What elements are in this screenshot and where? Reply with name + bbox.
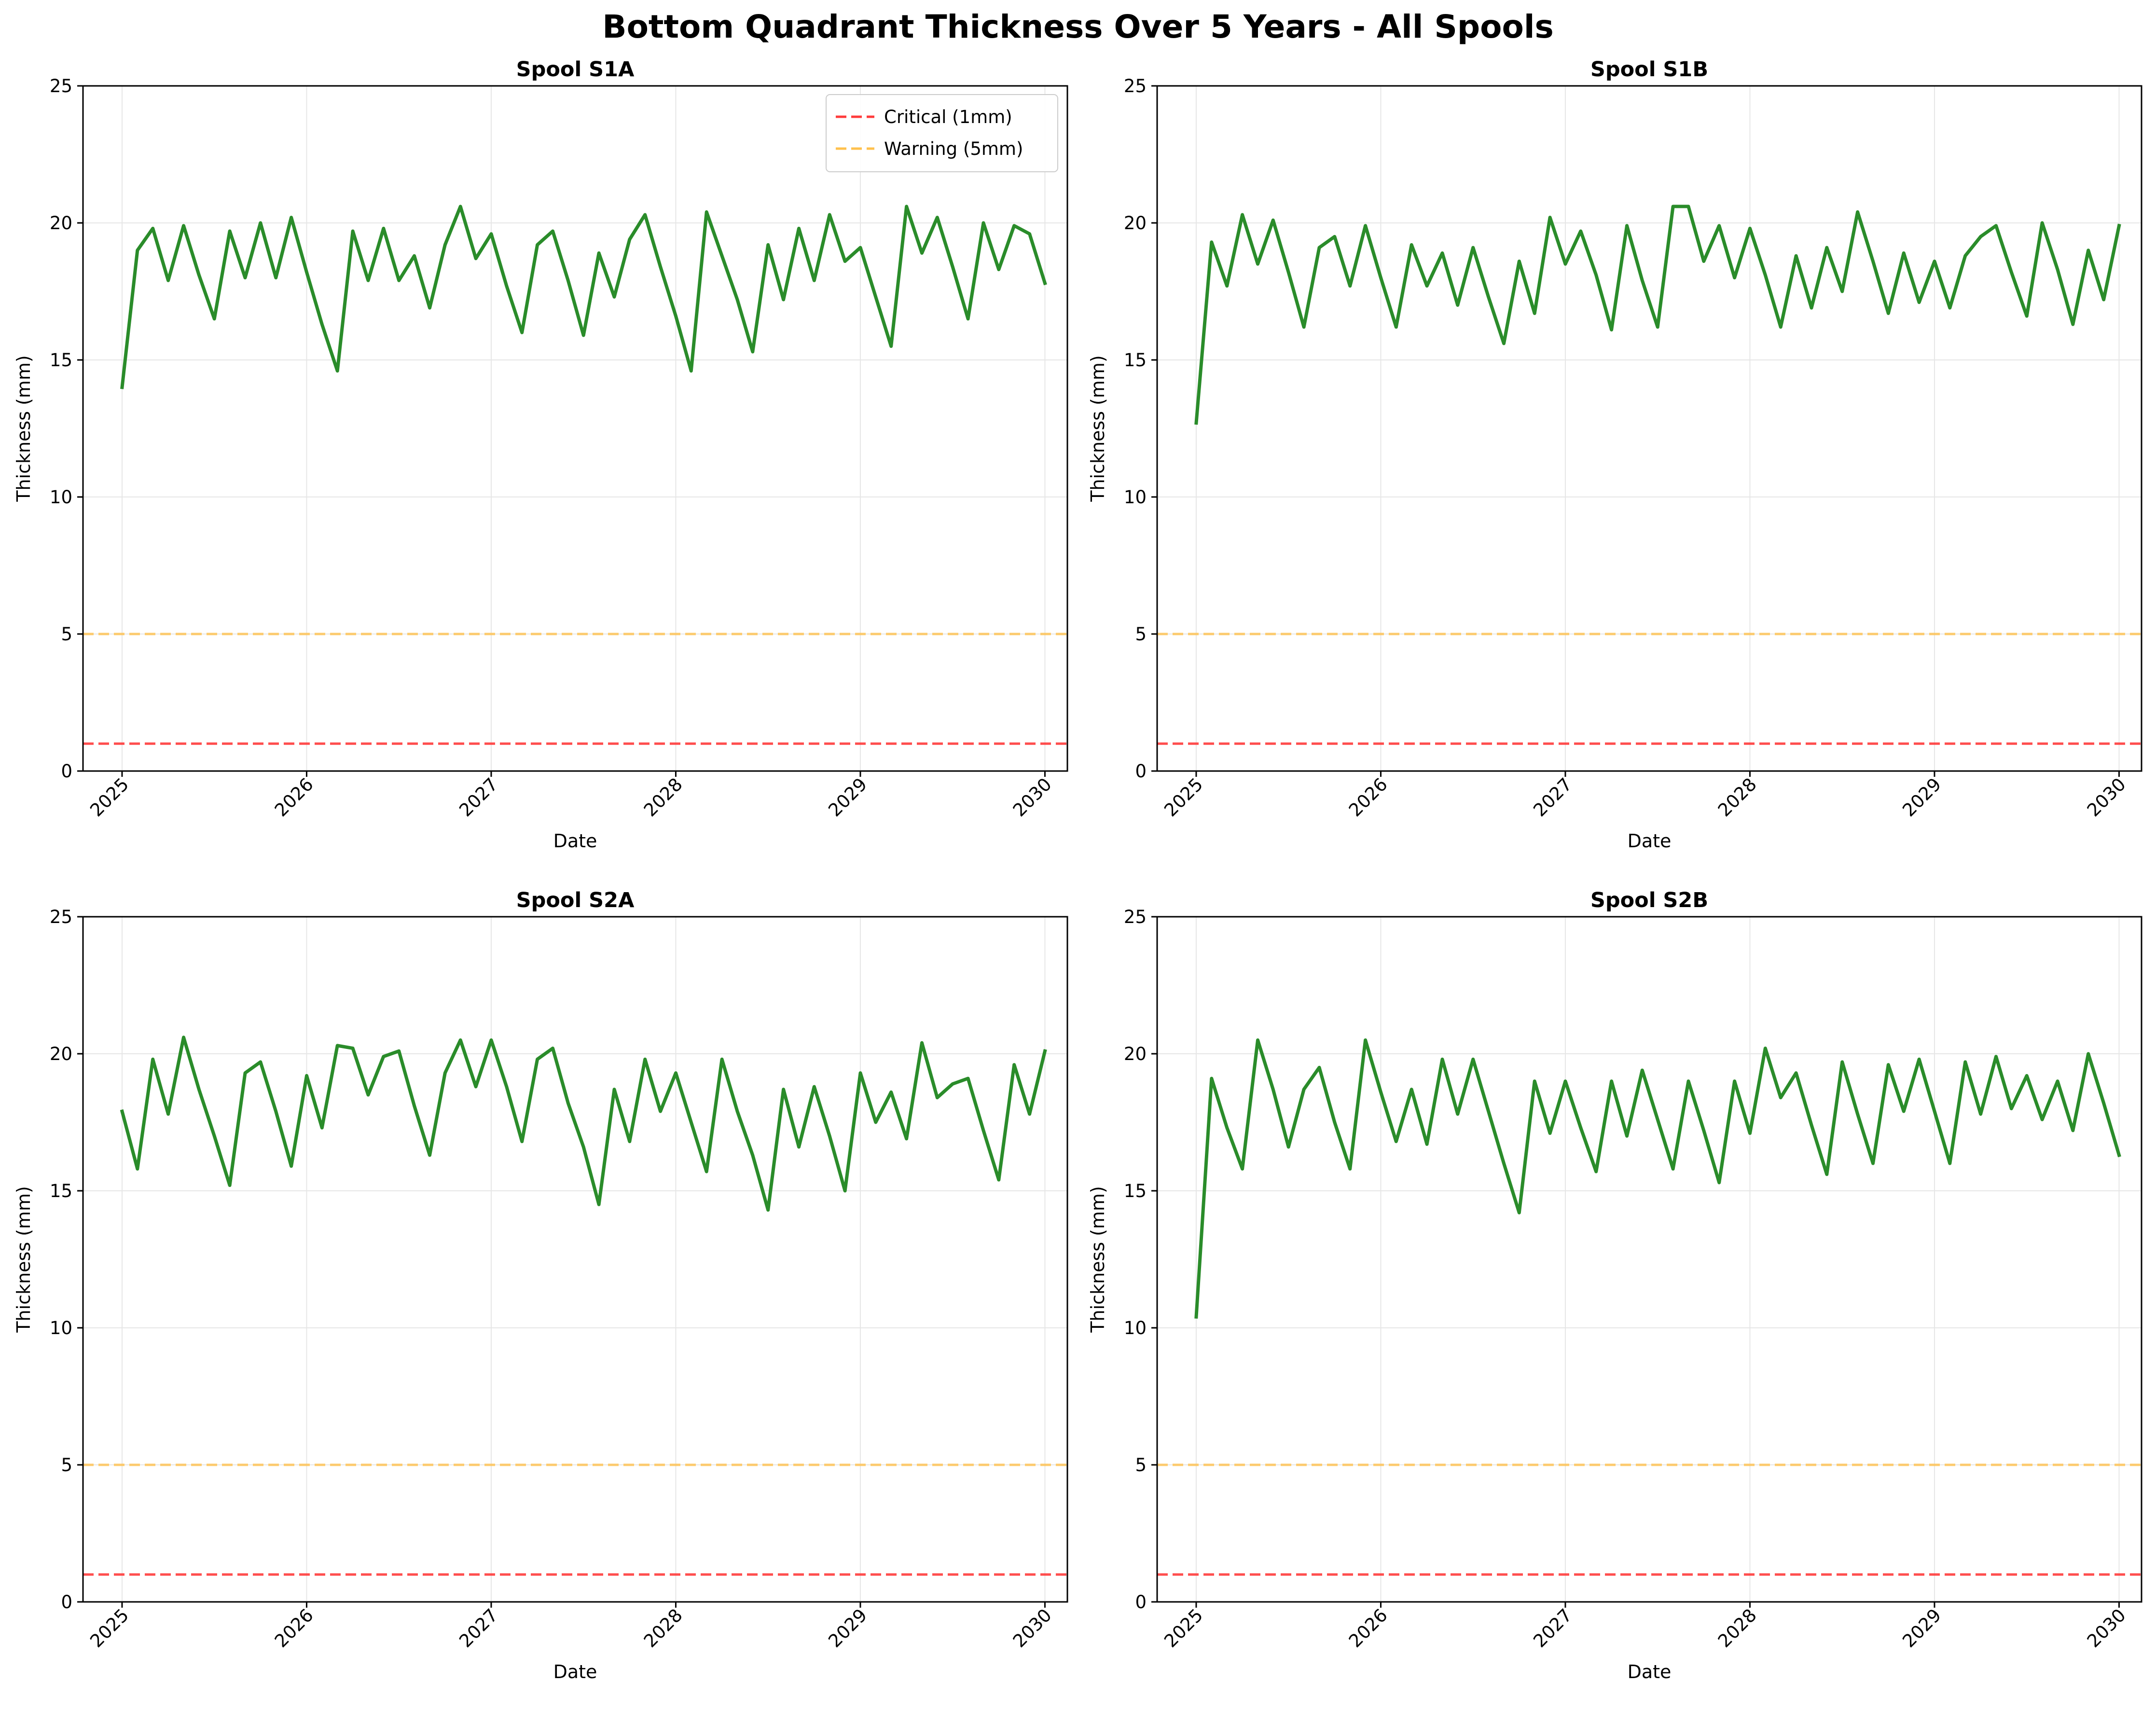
y-tick-label: 5 <box>1135 624 1147 645</box>
y-tick-label: 10 <box>1124 1318 1147 1338</box>
series-line-thickness <box>120 1035 1047 1212</box>
axes-frame <box>1156 916 2142 1603</box>
series-line-thickness <box>120 205 1047 389</box>
y-tick-label: 5 <box>61 624 72 645</box>
series-line-thickness <box>1194 1038 2121 1319</box>
y-tick-label: 15 <box>1124 350 1147 371</box>
y-tick-label: 15 <box>1124 1181 1147 1201</box>
figure-title: Bottom Quadrant Thickness Over 5 Years -… <box>602 8 1553 45</box>
y-tick-label: 0 <box>1135 1592 1147 1613</box>
y-tick-label: 25 <box>1124 907 1147 927</box>
panel-title: Spool S1B <box>1590 57 1708 82</box>
x-axis-label: Date <box>553 1661 597 1682</box>
x-axis-label: Date <box>1628 1661 1672 1682</box>
legend-box <box>826 94 1058 172</box>
y-tick-label: 20 <box>1124 213 1147 234</box>
y-tick-label: 5 <box>61 1455 72 1475</box>
y-tick-label: 15 <box>50 350 72 371</box>
panel-title: Spool S2B <box>1590 888 1708 912</box>
y-axis-label: Thickness (mm) <box>13 355 34 502</box>
panel-title: Spool S2A <box>516 888 635 912</box>
y-tick-label: 0 <box>61 761 72 782</box>
legend-entry-label: Warning (5mm) <box>884 138 1023 159</box>
x-axis-label: Date <box>1628 830 1672 852</box>
y-tick-label: 20 <box>50 213 72 234</box>
legend: Critical (1mm) Warning (5mm) <box>826 94 1058 172</box>
y-tick-label: 25 <box>50 76 72 96</box>
y-tick-label: 10 <box>50 487 72 508</box>
y-tick-label: 0 <box>1135 761 1147 782</box>
y-tick-label: 25 <box>1124 76 1147 96</box>
y-tick-label: 10 <box>1124 487 1147 508</box>
y-axis-label: Thickness (mm) <box>13 1186 34 1333</box>
series-line-thickness <box>1194 205 2121 425</box>
y-tick-label: 5 <box>1135 1455 1147 1475</box>
legend-entry-label: Critical (1mm) <box>884 107 1012 127</box>
y-tick-label: 10 <box>50 1318 72 1338</box>
y-tick-label: 25 <box>50 907 72 927</box>
axes-frame <box>82 916 1068 1603</box>
axes-frame <box>1156 85 2142 772</box>
y-axis-label: Thickness (mm) <box>1087 1186 1108 1333</box>
y-tick-label: 20 <box>50 1044 72 1064</box>
panel-title: Spool S1A <box>516 57 635 82</box>
y-tick-label: 0 <box>61 1592 72 1613</box>
y-tick-label: 15 <box>50 1181 72 1201</box>
x-axis-label: Date <box>553 830 597 852</box>
axes-frame <box>82 85 1068 772</box>
y-tick-label: 20 <box>1124 1044 1147 1064</box>
y-axis-label: Thickness (mm) <box>1087 355 1108 502</box>
